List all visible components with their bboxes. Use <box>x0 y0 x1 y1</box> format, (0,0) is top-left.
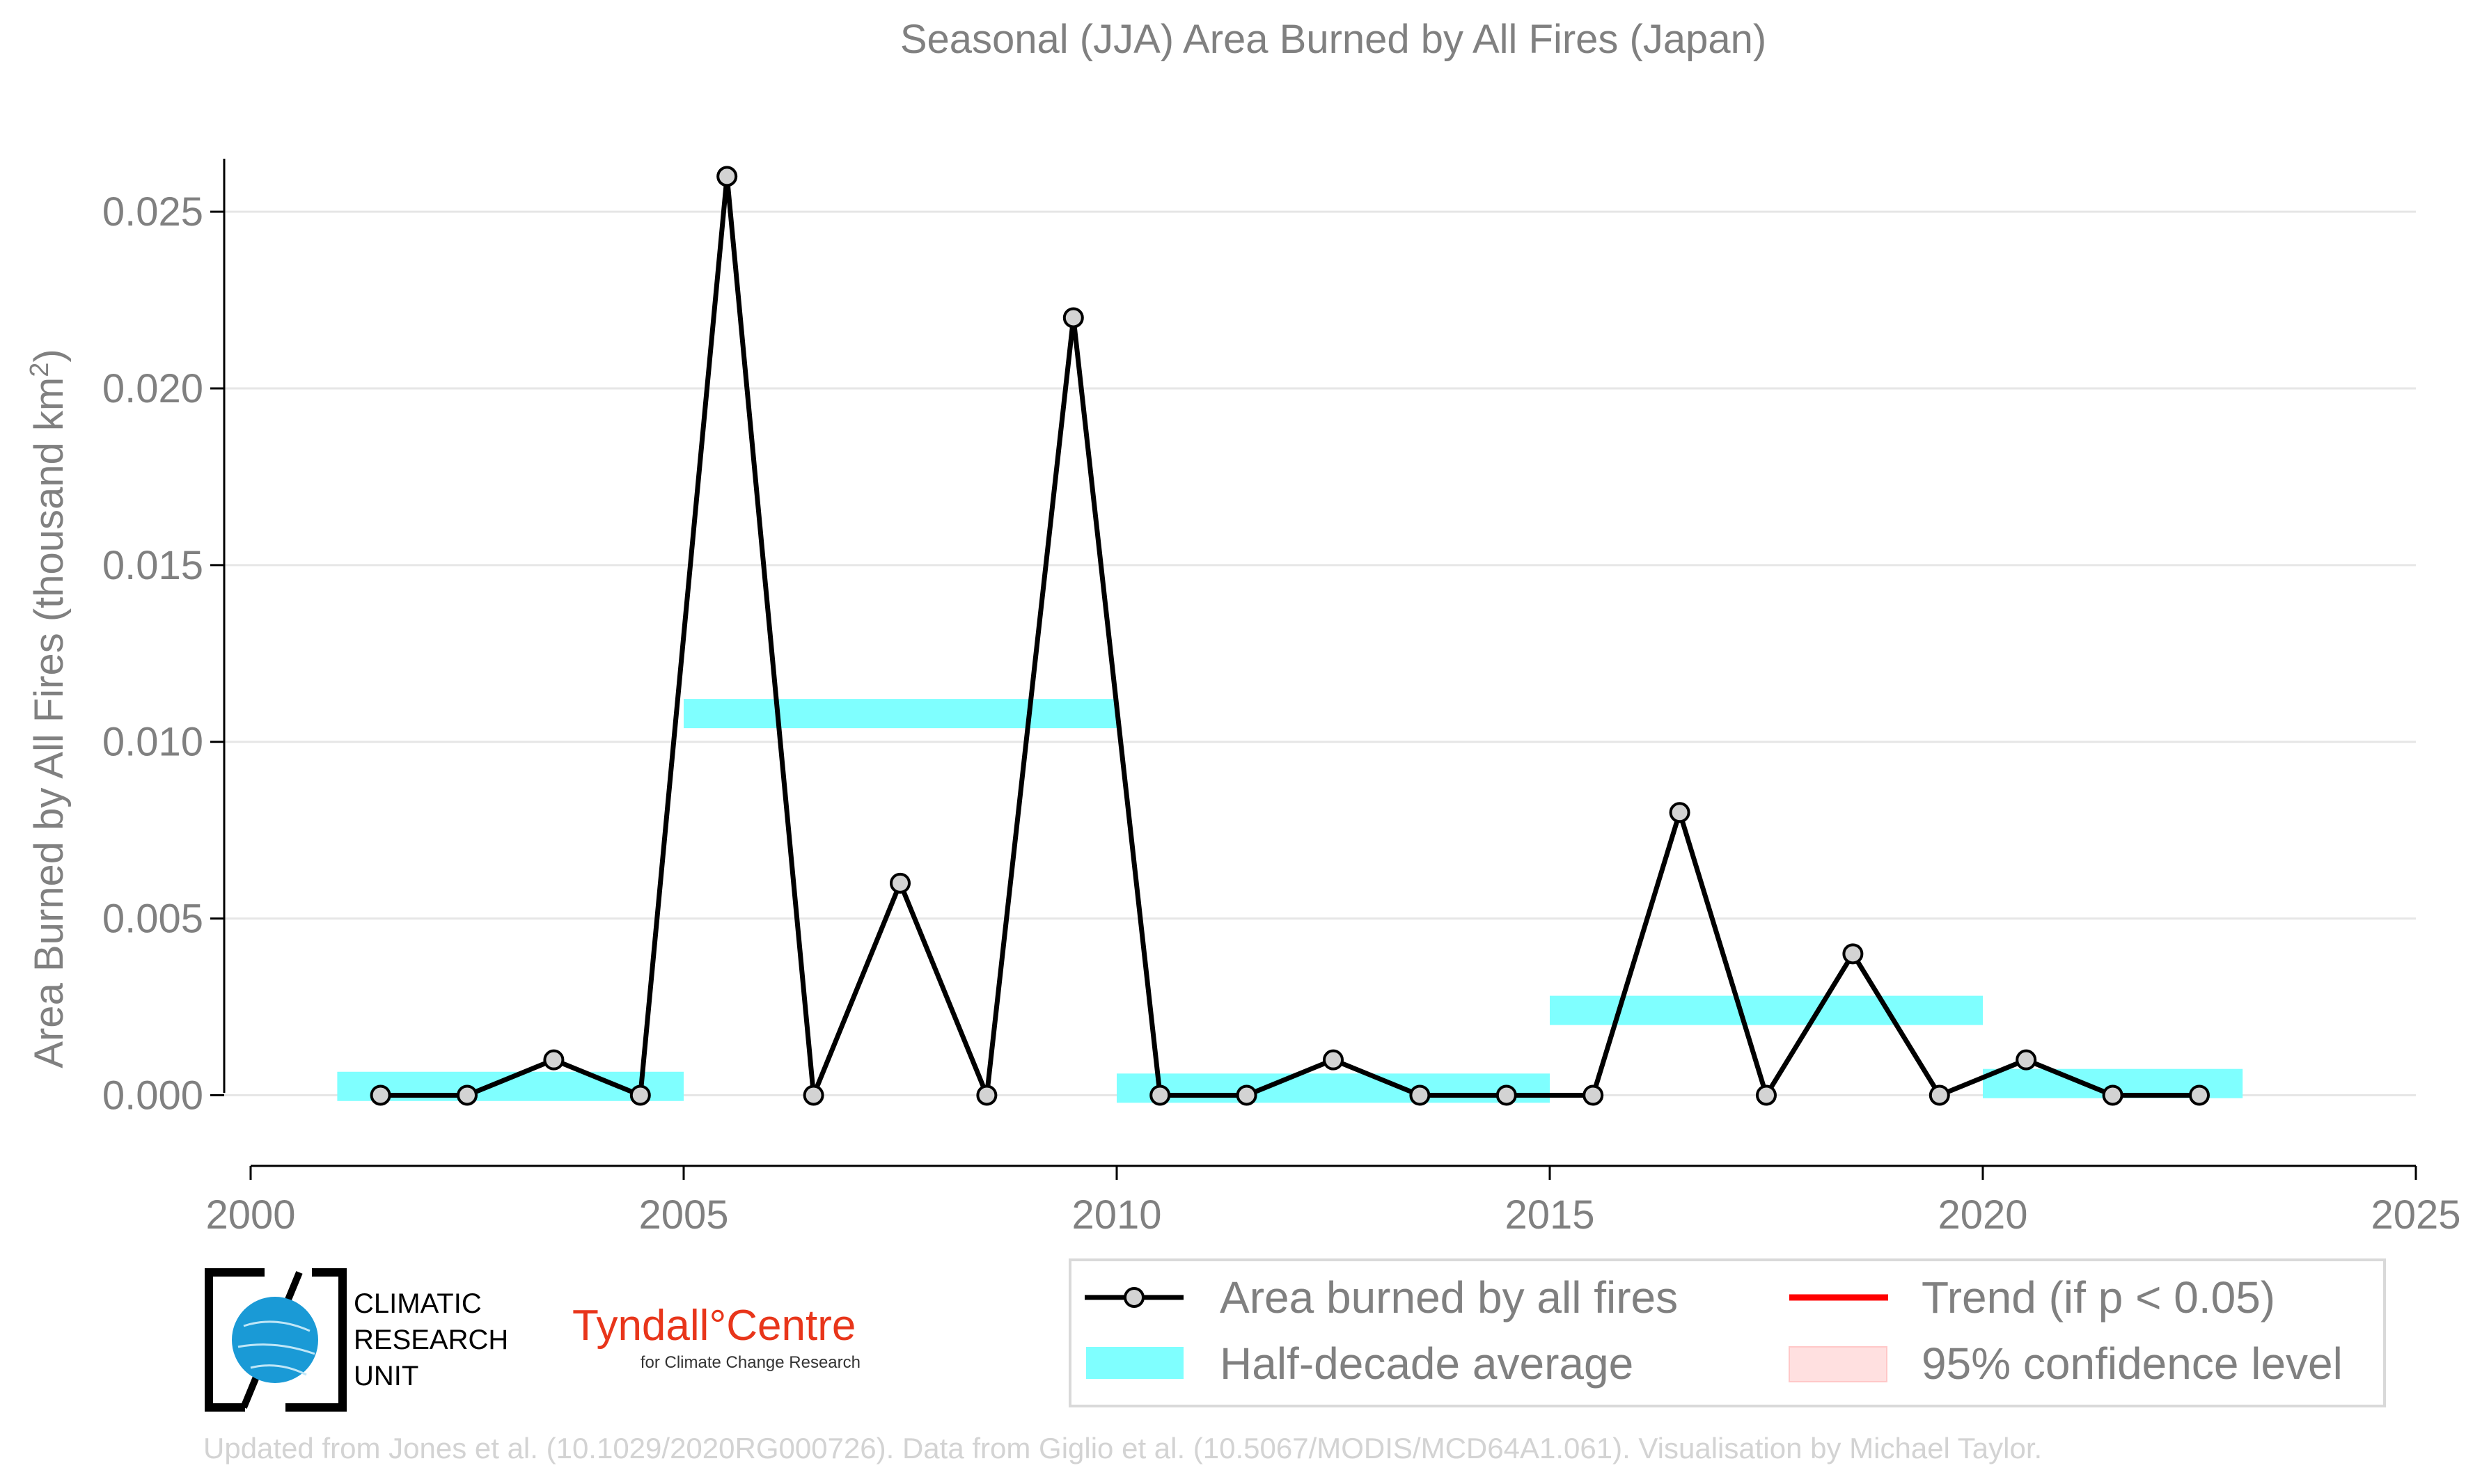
x-tick-label: 2000 <box>205 1192 295 1238</box>
legend-label-trend: Trend (if p < 0.05) <box>1922 1272 2275 1323</box>
data-point <box>803 1084 824 1106</box>
half-decade-band <box>1117 1073 1550 1103</box>
data-point <box>716 166 738 187</box>
cru-line-1: CLIMATIC <box>354 1288 482 1319</box>
globe-icon-lines <box>237 1320 315 1376</box>
cru-frame-right <box>285 1268 347 1412</box>
cru-line-2: RESEARCH <box>354 1325 508 1355</box>
legend-swatch-marker <box>1124 1287 1145 1308</box>
y-tick-label: 0.025 <box>102 189 203 235</box>
legend: Area burned by all fires Trend (if p < 0… <box>1069 1258 2386 1407</box>
legend-label-area-burned: Area burned by all fires <box>1220 1272 1678 1323</box>
data-point <box>1236 1084 1257 1106</box>
legend-swatch-band <box>1086 1347 1184 1379</box>
legend-item-area-burned: Area burned by all fires <box>1085 1272 1678 1323</box>
x-tick-label: 2005 <box>638 1192 728 1238</box>
data-point <box>976 1084 998 1106</box>
data-point <box>890 872 911 894</box>
y-tick-label: 0.010 <box>102 720 203 765</box>
tyndall-subtitle: for Climate Change Research <box>641 1353 861 1372</box>
series-line <box>380 176 2199 1101</box>
data-point <box>370 1084 391 1106</box>
legend-swatch-confidence <box>1789 1346 1887 1382</box>
y-axis-label-end: ) <box>26 349 72 362</box>
data-point <box>1495 1084 1517 1106</box>
tyndall-title: Tyndall°Centre <box>572 1302 856 1350</box>
y-axis-label-sup: 2 <box>25 363 54 377</box>
legend-item-half-decade: Half-decade average <box>1086 1339 1633 1389</box>
source-note: Updated from Jones et al. (10.1029/2020R… <box>203 1432 2042 1465</box>
x-tick-label: 2015 <box>1505 1192 1594 1238</box>
data-point <box>2016 1049 2037 1071</box>
legend-box <box>1069 1258 2386 1407</box>
data-point <box>1149 1084 1171 1106</box>
cru-frame-left <box>205 1268 265 1412</box>
cru-line-3: UNIT <box>354 1361 418 1391</box>
axes <box>223 159 2416 1167</box>
data-point <box>457 1084 478 1106</box>
half-decade-bands <box>337 699 2243 1103</box>
data-point <box>1842 943 1864 965</box>
y-tick-label: 0.020 <box>102 366 203 411</box>
legend-item-trend: Trend (if p < 0.05) <box>1789 1272 2275 1323</box>
y-axis-label: Area Burned by All Fires (thousand km2) <box>25 349 72 1068</box>
x-tick-label: 2010 <box>1071 1192 1161 1238</box>
legend-label-half-decade: Half-decade average <box>1220 1339 1633 1389</box>
legend-item-confidence: 95% confidence level <box>1789 1339 2343 1389</box>
data-point <box>1756 1084 1777 1106</box>
tyndall-logo: Tyndall°Centre for Climate Change Resear… <box>572 1302 861 1372</box>
data-point <box>629 1084 651 1106</box>
data-point <box>543 1049 565 1071</box>
cru-logo: CLIMATIC RESEARCH UNIT <box>205 1268 508 1412</box>
data-point <box>2102 1084 2123 1106</box>
x-ticks: 2000 2005 2010 2015 2020 2025 <box>205 1166 2461 1238</box>
y-tick-label: 0.015 <box>102 543 203 588</box>
half-decade-band <box>684 699 1117 729</box>
y-ticks: 0.000 0.005 0.010 0.015 0.020 0.025 <box>102 189 224 1118</box>
x-tick-label: 2020 <box>1938 1192 2027 1238</box>
y-axis-label-main: Area Burned by All Fires (thousand km <box>26 377 72 1068</box>
chart-title: Seasonal (JJA) Area Burned by All Fires … <box>900 17 1766 62</box>
globe-icon <box>232 1297 318 1383</box>
legend-label-confidence: 95% confidence level <box>1922 1339 2343 1389</box>
series-area-burned <box>370 166 2210 1106</box>
data-point <box>1062 307 1084 329</box>
data-point <box>1929 1084 1950 1106</box>
x-tick-label: 2025 <box>2371 1192 2460 1238</box>
y-tick-label: 0.005 <box>102 897 203 942</box>
data-point <box>1323 1049 1344 1071</box>
data-point <box>1582 1084 1604 1106</box>
data-point <box>2189 1084 2210 1106</box>
grid-lines <box>224 210 2416 1096</box>
y-tick-label: 0.000 <box>102 1073 203 1118</box>
data-point <box>1669 802 1690 823</box>
data-point <box>1409 1084 1431 1106</box>
